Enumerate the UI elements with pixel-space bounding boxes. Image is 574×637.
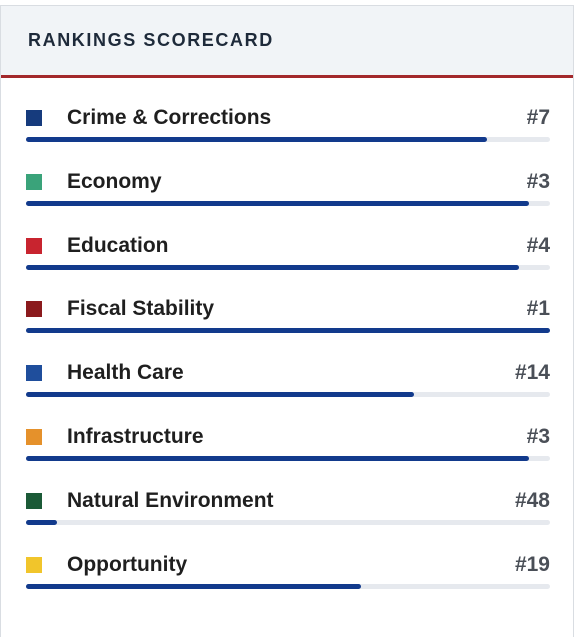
health-care-square-icon [26,365,42,382]
ranking-bar-track [26,392,550,398]
ranking-row[interactable]: Health Care #14 [26,358,550,422]
ranking-row-header: Economy #3 [26,167,550,197]
ranking-bar-track [26,519,550,525]
ranking-row-header: Health Care #14 [26,358,550,388]
education-square-icon [26,237,42,254]
ranking-value: #14 [514,361,550,385]
ranking-bar-track [26,200,550,206]
ranking-bar-fill [26,264,519,270]
rankings-scorecard-card: RANKINGS SCORECARD [0,5,574,637]
card-header: RANKINGS SCORECARD [1,6,573,78]
ranking-row[interactable]: Economy #3 [26,167,550,231]
fiscal-stability-square-icon [26,301,42,318]
ranking-value: #4 [526,233,550,257]
card-title: RANKINGS SCORECARD [28,30,274,50]
ranking-bar-fill [26,328,550,334]
ranking-value: #19 [514,552,550,576]
ranking-row[interactable]: Opportunity #19 [26,550,550,614]
ranking-value: #48 [514,488,550,512]
ranking-row-header: Education #4 [26,231,550,261]
ranking-bar-fill [26,583,362,589]
ranking-bar-track [26,137,550,142]
ranking-bar-track [26,264,550,270]
ranking-row-header: Fiscal Stability #1 [26,294,550,324]
opportunity-square-icon [26,556,42,573]
ranking-bar-fill [26,392,414,398]
ranking-row[interactable]: Infrastructure #3 [26,422,550,486]
ranking-label[interactable]: Economy [67,169,162,193]
ranking-row-header: Crime & Corrections #7 [26,103,550,133]
ranking-value: #3 [526,425,550,448]
infrastructure-square-icon [26,429,42,445]
ranking-row-header: Natural Environment #48 [26,486,550,516]
ranking-row[interactable]: Crime & Corrections #7 [26,103,550,167]
ranking-bar-fill [26,519,58,525]
ranking-row-header: Infrastructure #3 [26,422,550,452]
ranking-bar-fill [26,200,530,206]
ranking-label[interactable]: Natural Environment [67,488,274,512]
ranking-label[interactable]: Crime & Corrections [67,106,272,129]
crime-corrections-square-icon [26,110,42,126]
ranking-value: #7 [526,106,550,129]
ranking-value: #3 [526,169,550,193]
ranking-bar-track [26,328,550,334]
ranking-bar-fill [26,456,530,461]
ranking-label[interactable]: Infrastructure [67,425,204,448]
ranking-row[interactable]: Natural Environment #48 [26,486,550,550]
ranking-label[interactable]: Education [67,233,169,257]
ranking-label[interactable]: Health Care [67,361,184,385]
ranking-bar-track [26,456,550,461]
economy-square-icon [26,173,42,190]
ranking-value: #1 [526,297,550,321]
ranking-label[interactable]: Fiscal Stability [67,297,215,321]
ranking-row[interactable]: Fiscal Stability #1 [26,294,550,358]
ranking-row-header: Opportunity #19 [26,550,550,580]
ranking-bar-fill [26,137,488,142]
ranking-bar-track [26,583,550,589]
ranking-row[interactable]: Education #4 [26,231,550,295]
natural-environment-square-icon [26,492,42,509]
ranking-label[interactable]: Opportunity [67,552,188,576]
